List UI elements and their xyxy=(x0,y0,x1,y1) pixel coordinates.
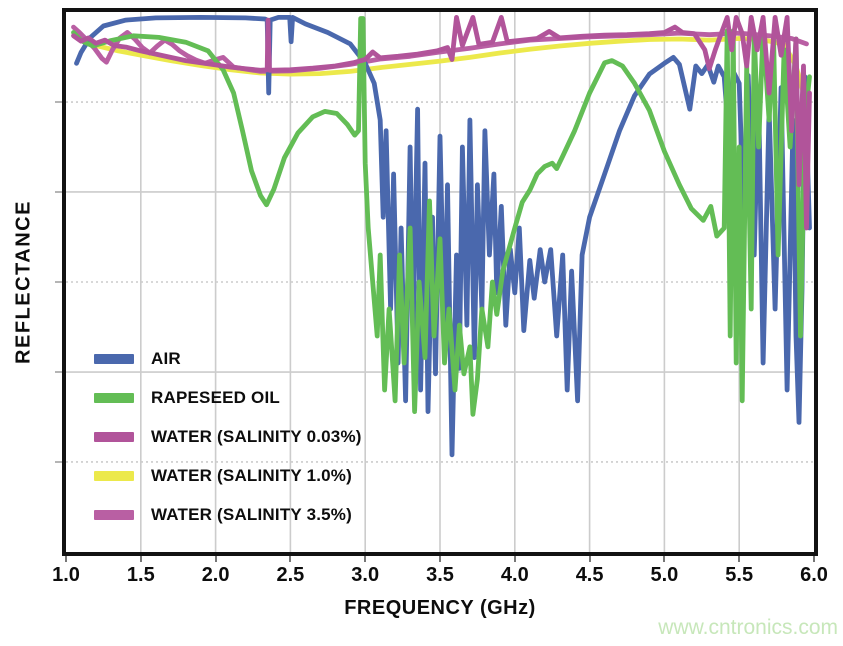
legend-item-air: AIR xyxy=(94,349,362,369)
legend-label: WATER (SALINITY 1.0%) xyxy=(151,466,352,485)
x-tick-label: 2.0 xyxy=(201,564,230,586)
legend-item-rapeseed-oil: RAPESEED OIL xyxy=(94,388,362,408)
x-tick-mark xyxy=(813,556,815,562)
x-tick-label: 6.0 xyxy=(800,564,828,586)
series-line-water-salinity-0-03 xyxy=(71,15,812,231)
x-tick-label: 1.5 xyxy=(126,564,155,586)
x-tick-label: 5.5 xyxy=(725,564,754,586)
x-tick-mark xyxy=(738,556,741,562)
chart-plot-area xyxy=(66,12,814,552)
legend-item-water-salinity-1-0: WATER (SALINITY 1.0%) xyxy=(94,466,362,486)
x-tick-label: 2.5 xyxy=(276,564,305,586)
y-tick-mark xyxy=(55,281,62,283)
legend-swatch-water-salinity-0-03 xyxy=(94,432,134,442)
x-tick-label: 3.5 xyxy=(426,564,454,586)
legend-swatch-rapeseed-oil xyxy=(94,393,134,403)
x-tick-mark xyxy=(513,556,516,562)
series-line-water-salinity-1-0 xyxy=(75,35,811,112)
legend-swatch-air xyxy=(94,354,134,364)
x-tick-mark xyxy=(364,556,367,562)
x-tick-mark xyxy=(139,556,142,562)
legend-item-water-salinity-3-5: WATER (SALINITY 3.5%) xyxy=(94,505,362,525)
y-axis-title: REFLECTANCE xyxy=(12,200,35,364)
x-tick-label: 1.0 xyxy=(52,564,80,586)
x-tick-mark xyxy=(289,556,292,562)
x-tick-mark xyxy=(65,556,67,562)
x-tick-mark xyxy=(439,556,441,562)
x-tick-label: 3.0 xyxy=(351,564,380,586)
watermark: www.cntronics.com xyxy=(658,616,838,639)
series-line-rapeseed-oil xyxy=(71,16,812,417)
y-tick-mark xyxy=(55,101,62,104)
legend-swatch-water-salinity-3-5 xyxy=(94,510,134,520)
legend-label: WATER (SALINITY 3.5%) xyxy=(151,505,352,524)
y-tick-mark xyxy=(55,190,62,193)
x-tick-label: 5.0 xyxy=(650,564,679,586)
legend-swatch-water-salinity-1-0 xyxy=(94,471,134,481)
legend: AIR RAPESEED OIL WATER (SALINITY 0.03%) WAT… xyxy=(94,349,362,544)
x-tick-mark xyxy=(214,556,217,562)
legend-label: RAPESEED OIL xyxy=(151,388,280,407)
x-tick-label: 4.5 xyxy=(575,564,604,586)
y-tick-mark xyxy=(55,371,62,374)
y-tick-mark xyxy=(55,460,62,463)
x-axis-title: FREQUENCY (GHz) xyxy=(344,597,536,619)
x-tick-mark xyxy=(663,556,666,562)
legend-label: AIR xyxy=(151,349,181,368)
x-tick-label: 4.0 xyxy=(500,564,529,586)
legend-label: WATER (SALINITY 0.03%) xyxy=(151,427,362,446)
x-tick-mark xyxy=(588,556,591,562)
legend-item-water-salinity-0-03: WATER (SALINITY 0.03%) xyxy=(94,427,362,447)
